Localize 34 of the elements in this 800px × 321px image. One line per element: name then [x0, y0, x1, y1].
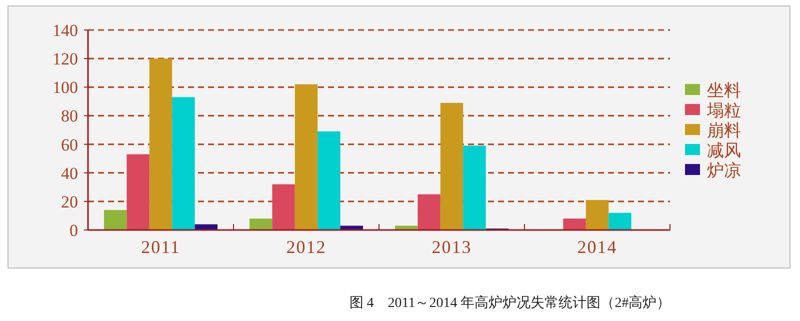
y-tick-label: 140	[52, 21, 78, 40]
bar	[563, 218, 586, 230]
bar	[418, 194, 440, 230]
y-tick-label: 100	[52, 78, 78, 98]
x-tick-label: 2014	[577, 237, 618, 257]
x-tick-label: 2013	[432, 237, 472, 257]
bar	[440, 102, 464, 230]
bar	[104, 210, 127, 230]
y-tick-label: 80	[61, 106, 78, 126]
bar	[126, 154, 150, 230]
legend-label: 塌粒	[706, 101, 741, 120]
bar	[608, 212, 632, 230]
legend-label: 减风	[707, 141, 741, 160]
y-tick-label: 0	[70, 221, 78, 240]
bar	[250, 218, 272, 230]
bar	[149, 58, 172, 230]
bar	[294, 84, 318, 230]
bar	[463, 146, 486, 230]
y-tick-label: 20	[61, 192, 78, 212]
legend-label: 崩料	[707, 121, 741, 140]
caption: 图 4 2011～2014 年高炉炉况失常统计图（2#高炉）	[349, 295, 671, 311]
y-tick-label: 40	[61, 164, 78, 183]
bar	[340, 226, 363, 230]
x-tick-label: 2011	[141, 237, 180, 257]
bar	[272, 184, 295, 230]
bar	[586, 200, 609, 230]
bar	[318, 131, 340, 230]
bar	[172, 97, 195, 230]
legend-label: 炉凉	[707, 161, 741, 180]
x-tick-label: 2012	[286, 237, 326, 257]
bar	[395, 226, 418, 230]
legend-label: 坐料	[707, 81, 741, 100]
y-tick-label: 60	[61, 135, 78, 154]
y-tick-label: 120	[52, 50, 78, 69]
